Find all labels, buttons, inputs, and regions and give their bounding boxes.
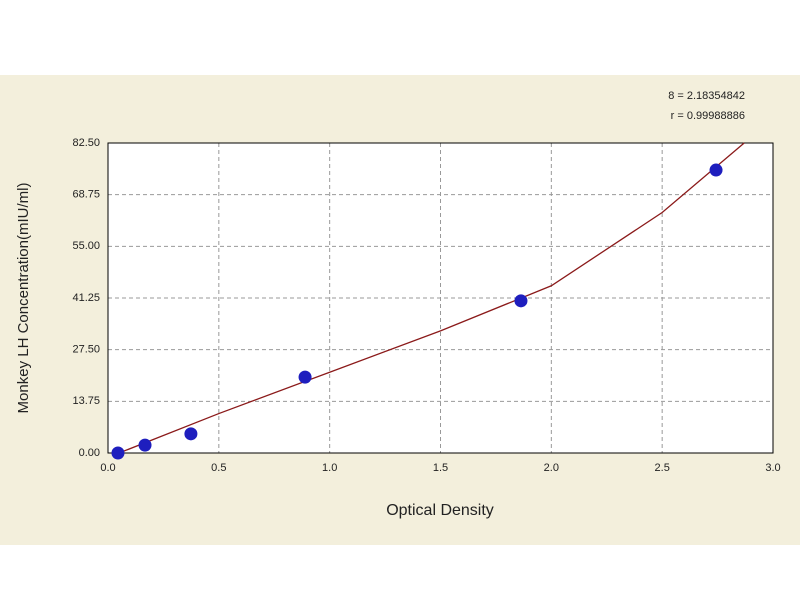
x-tick-label: 1.0	[322, 462, 337, 474]
x-tick-label: 0.0	[100, 462, 115, 474]
y-tick-label: 55.00	[72, 240, 100, 252]
y-tick-label: 13.75	[72, 395, 100, 407]
x-tick-label: 0.5	[211, 462, 226, 474]
x-axis-title: Optical Density	[386, 502, 494, 519]
x-tick-label: 2.5	[655, 462, 670, 474]
y-tick-label: 68.75	[72, 189, 100, 201]
annotation: r = 0.99988886	[671, 110, 745, 122]
x-tick-label: 3.0	[765, 462, 780, 474]
data-point	[298, 370, 312, 384]
y-tick-label: 0.00	[79, 447, 100, 459]
y-tick-label: 41.25	[72, 292, 100, 304]
x-tick-label: 1.5	[433, 462, 448, 474]
y-axis-title: Monkey LH Concentration(mIU/ml)	[15, 183, 32, 414]
data-point	[709, 163, 723, 177]
y-tick-label: 82.50	[72, 137, 100, 149]
x-tick-label: 2.0	[544, 462, 559, 474]
y-tick-label: 27.50	[72, 344, 100, 356]
data-point	[514, 294, 528, 308]
data-point	[111, 446, 125, 460]
data-point	[184, 427, 198, 441]
plot-border	[107, 142, 774, 454]
annotation: 8 = 2.18354842	[668, 90, 745, 102]
data-point	[138, 438, 152, 452]
fit-curve	[118, 142, 745, 454]
